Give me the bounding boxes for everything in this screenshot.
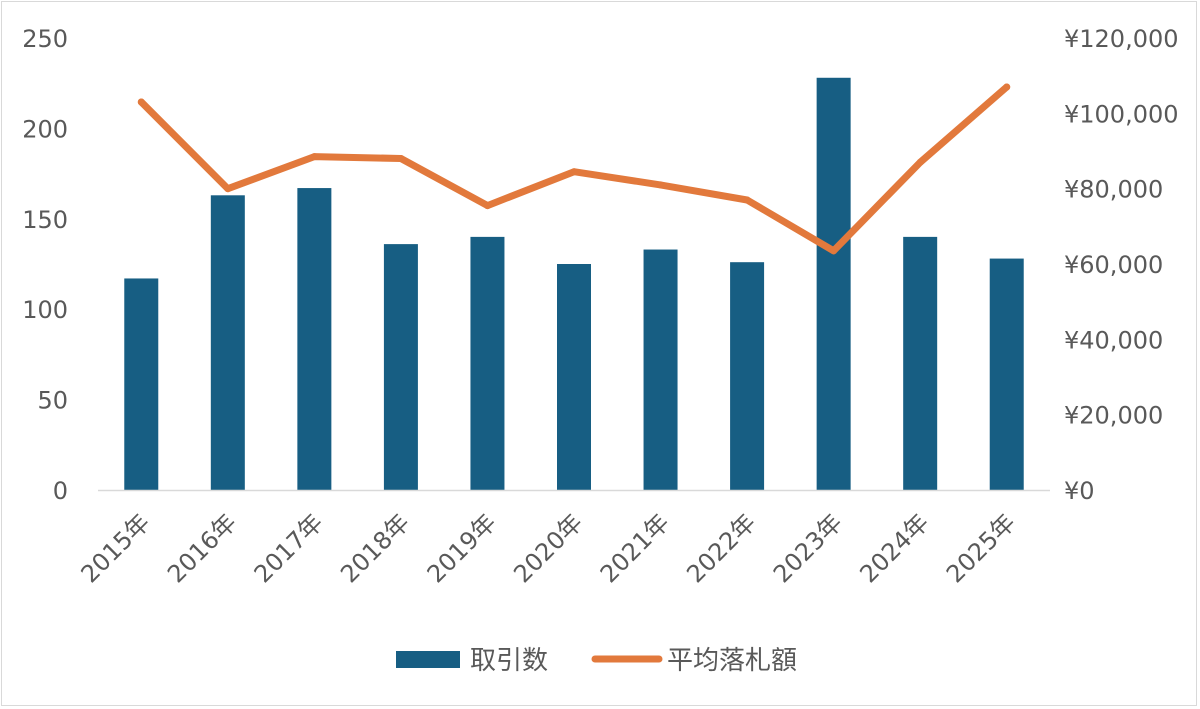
x-tick-label: 2023年 [768,508,848,588]
line-point [310,153,318,161]
legend: 取引数 平均落札額 [396,646,797,676]
x-axis-labels: 2015年 2016年 2017年 2018年 2019年 2020年 2021年 2022年… [76,508,1021,588]
left-axis-ticks: 0 50 100 150 200 250 [22,25,68,505]
line-point [743,196,751,204]
left-tick-label: 200 [22,115,68,143]
x-tick-label: 2025年 [941,508,1021,588]
line-point [830,247,838,255]
right-tick-label: ¥60,000 [1064,251,1163,279]
line-point [1003,83,1011,91]
bar [383,244,418,490]
left-tick-label: 100 [22,296,68,324]
x-tick-label: 2016年 [162,508,242,588]
bar-series [124,77,1024,490]
x-tick-label: 2015年 [76,508,156,588]
legend-label-bar: 取引数 [470,646,548,676]
bar [816,77,851,490]
x-tick-label: 2019年 [422,508,502,588]
left-tick-label: 0 [53,477,68,505]
bar [210,195,245,490]
x-tick-label: 2024年 [854,508,934,588]
right-tick-label: ¥80,000 [1064,176,1163,204]
bar [730,262,765,490]
right-tick-label: ¥40,000 [1064,326,1163,354]
bar [903,236,938,490]
right-axis-ticks: ¥0 ¥20,000 ¥40,000 ¥60,000 ¥80,000 ¥100,000 ¥1… [1064,25,1179,505]
left-tick-label: 150 [22,206,68,234]
line-point [137,98,145,106]
x-tick-label: 2020年 [508,508,588,588]
line-point [397,155,405,163]
right-tick-label: ¥0 [1064,477,1095,505]
line-point [657,181,665,189]
bar [989,258,1024,490]
x-tick-label: 2018年 [335,508,415,588]
bar [470,236,505,490]
line-point [570,168,578,176]
right-tick-label: ¥100,000 [1064,100,1179,128]
bar [297,188,332,490]
bar [643,249,678,490]
x-tick-label: 2021年 [595,508,675,588]
x-tick-label: 2017年 [249,508,329,588]
line-point [483,202,491,210]
line-point [224,185,232,193]
right-tick-label: ¥120,000 [1064,25,1179,53]
left-tick-label: 50 [37,387,68,415]
bar [124,278,159,490]
left-tick-label: 250 [22,25,68,53]
legend-label-line: 平均落札額 [667,646,797,676]
x-tick-label: 2022年 [681,508,761,588]
bar [557,264,591,490]
legend-swatch-bar [396,651,460,668]
line-point [916,158,924,166]
right-tick-label: ¥20,000 [1064,402,1163,430]
